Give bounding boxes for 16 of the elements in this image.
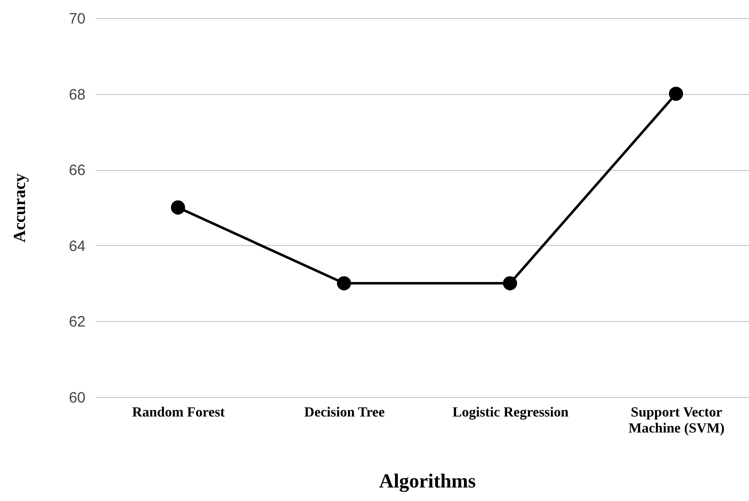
point [502, 276, 518, 290]
y-tick-label: 66 [68, 162, 86, 180]
x-tick-label: Support Vector Machine (SVM) [628, 406, 725, 436]
y-tick-label: 70 [68, 10, 86, 28]
point [668, 86, 684, 101]
y-tick-label: 68 [68, 86, 86, 104]
point [170, 200, 186, 215]
y-axis-title: Accuracy [10, 173, 29, 242]
y-tick-label: 62 [68, 314, 86, 331]
point [336, 276, 352, 290]
x-tick-label: Random Forest [132, 406, 226, 420]
y-tick-label: 64 [68, 238, 86, 255]
x-tick-label: Decision Tree [304, 406, 385, 420]
x-axis-title: Algorithms [379, 470, 476, 492]
x-tick-label: Logistic Regression [452, 406, 569, 420]
y-tick-label: 60 [68, 390, 86, 406]
